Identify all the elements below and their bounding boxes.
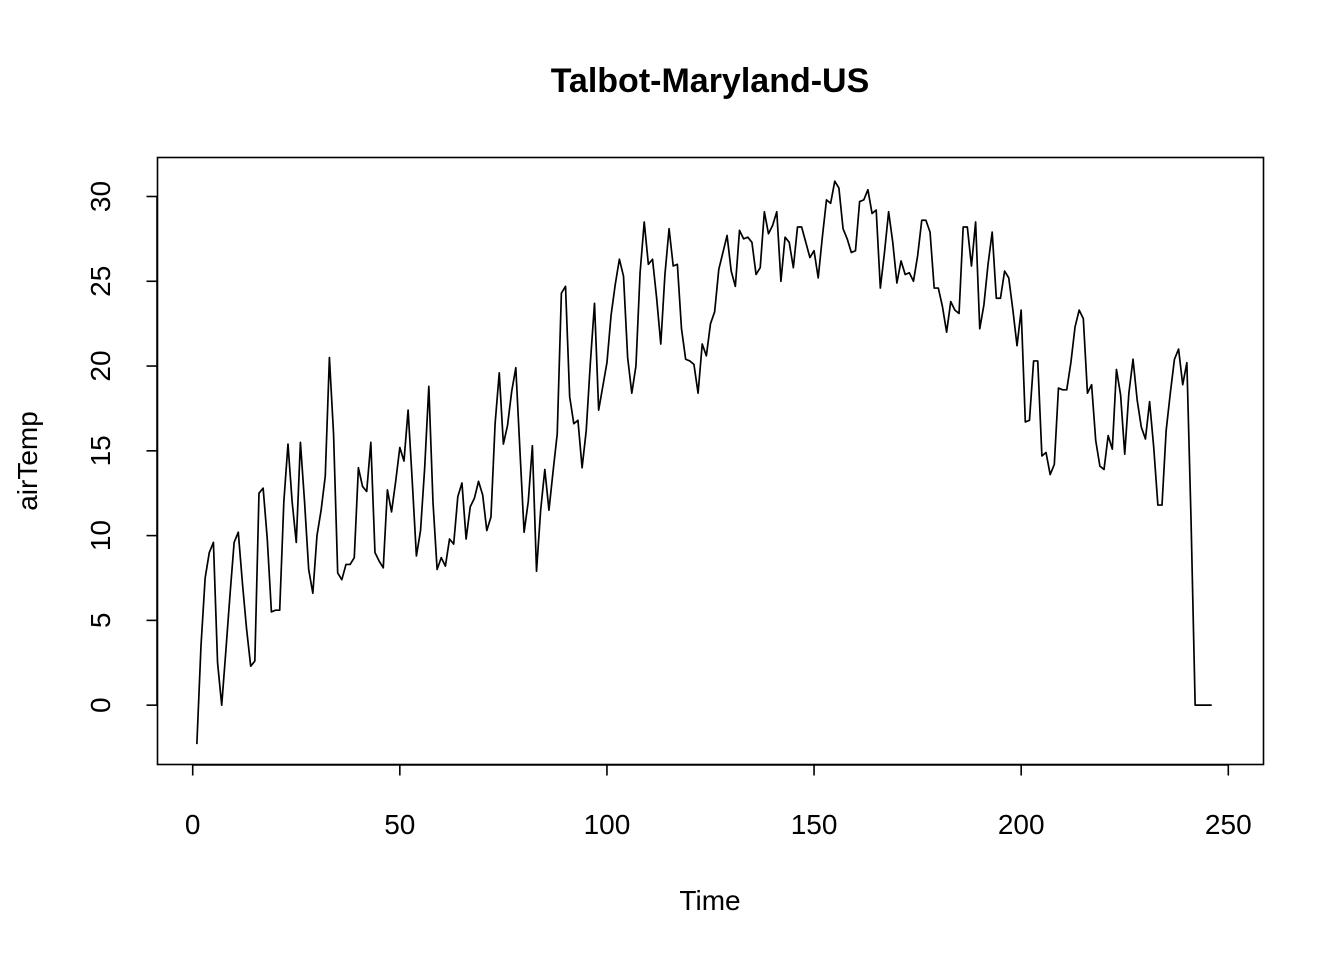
x-tick-label: 50 — [384, 809, 415, 840]
y-tick-label: 0 — [85, 697, 116, 713]
y-tick-label: 15 — [85, 435, 116, 466]
plot-frame — [156, 156, 1265, 766]
x-tick-label: 200 — [998, 809, 1045, 840]
y-tick-label: 5 — [85, 613, 116, 629]
y-tick-label: 20 — [85, 350, 116, 381]
x-axis: 0 50 100 150 200 250 — [185, 764, 1252, 840]
y-tick-label: 30 — [85, 181, 116, 212]
y-axis: 0 5 10 15 20 25 30 — [85, 181, 158, 713]
x-tick-label: 150 — [791, 809, 838, 840]
x-tick-label: 100 — [584, 809, 631, 840]
y-tick-label: 10 — [85, 520, 116, 551]
x-tick-label: 0 — [185, 809, 201, 840]
y-tick-label: 25 — [85, 266, 116, 297]
x-tick-label: 250 — [1205, 809, 1252, 840]
series-layer — [196, 180, 1212, 745]
x-axis-title: Time — [679, 885, 740, 916]
chart-title: Talbot-Maryland-US — [551, 62, 870, 100]
y-axis-title: airTemp — [12, 411, 43, 511]
series-line-airtemp — [196, 180, 1212, 745]
